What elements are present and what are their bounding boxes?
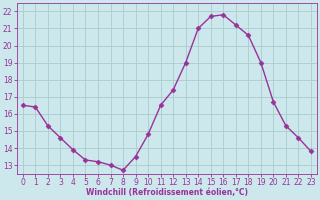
X-axis label: Windchill (Refroidissement éolien,°C): Windchill (Refroidissement éolien,°C)	[86, 188, 248, 197]
